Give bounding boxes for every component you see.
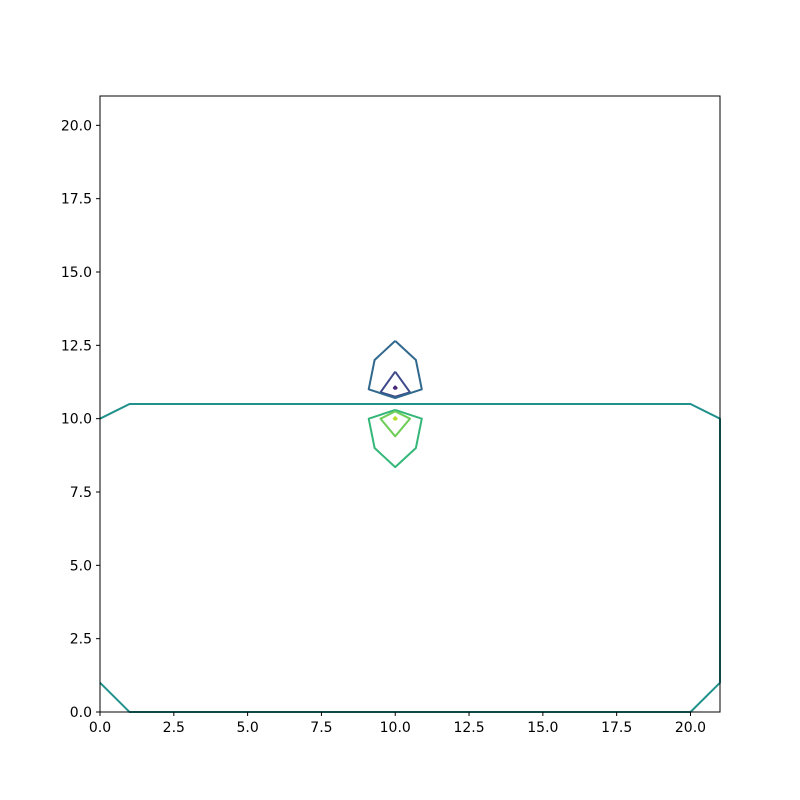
x-tick-label: 17.5	[601, 720, 632, 736]
contour-level-2	[379, 371, 411, 398]
x-tick-label: 0.0	[89, 720, 111, 736]
y-tick-label: 5.0	[70, 558, 92, 574]
x-tick-label: 2.5	[163, 720, 185, 736]
contour-level-6	[379, 410, 411, 438]
contour-level-1	[392, 385, 398, 391]
contour-level-7	[392, 416, 398, 421]
y-tick-label: 20.0	[61, 118, 92, 134]
contour-level-5	[367, 408, 423, 469]
y-tick-label: 7.5	[70, 485, 92, 501]
y-tick-label: 15.0	[61, 265, 92, 281]
x-tick-label: 5.0	[236, 720, 258, 736]
y-tick-label: 17.5	[61, 192, 92, 208]
contour-level-3	[367, 340, 423, 400]
x-tick-label: 12.5	[453, 720, 484, 736]
y-tick-label: 2.5	[70, 632, 92, 648]
y-axis: 0.0 2.5 5.0 7.5 10.0 12.5 15.0 17.5 20.0	[61, 118, 100, 721]
x-axis: 0.0 2.5 5.0 7.5 10.0 12.5 15.0 17.5 20.0	[89, 712, 706, 736]
x-tick-label: 10.0	[380, 720, 411, 736]
x-tick-label: 7.5	[310, 720, 332, 736]
y-tick-label: 0.0	[70, 705, 92, 721]
y-tick-label: 10.0	[61, 412, 92, 428]
x-tick-label: 20.0	[675, 720, 706, 736]
y-tick-label: 12.5	[61, 338, 92, 354]
x-tick-label: 15.0	[527, 720, 558, 736]
axes-frame	[99, 95, 721, 713]
